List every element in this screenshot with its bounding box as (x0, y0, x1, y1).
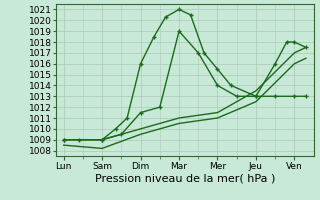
X-axis label: Pression niveau de la mer( hPa ): Pression niveau de la mer( hPa ) (95, 173, 275, 183)
